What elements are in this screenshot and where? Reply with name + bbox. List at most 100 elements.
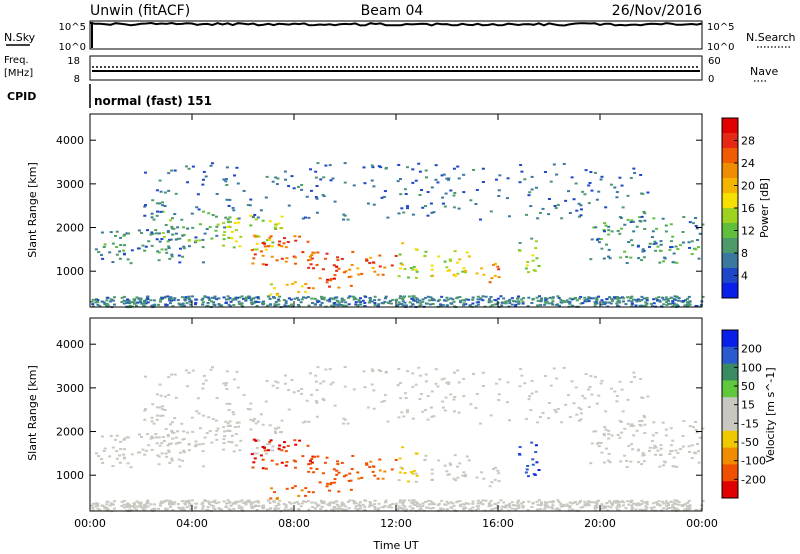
- power-cell: [642, 210, 646, 213]
- velocity-cell: [571, 509, 575, 512]
- power-cell: [321, 268, 325, 271]
- power-cell: [310, 301, 314, 304]
- power-cell: [322, 296, 326, 299]
- velocity-cell: [362, 509, 366, 512]
- velocity-cell: [109, 502, 113, 505]
- power-cell: [479, 297, 483, 300]
- power-cell: [660, 296, 664, 299]
- power-cell: [142, 302, 146, 305]
- velocity-cell: [238, 500, 242, 503]
- velocity-cell: [156, 454, 160, 457]
- power-cell: [125, 301, 129, 304]
- power-cell: [109, 298, 113, 301]
- power-cell: [328, 164, 332, 167]
- velocity-cell: [159, 502, 163, 505]
- power-cell: [426, 214, 430, 217]
- power-cell: [187, 245, 191, 248]
- power-cell: [377, 303, 381, 306]
- velocity-cell: [622, 501, 626, 504]
- power-cell: [444, 299, 448, 302]
- velocity-cell: [659, 447, 663, 450]
- velocity-cell: [142, 506, 146, 509]
- power-cell: [170, 227, 174, 230]
- velocity-cell: [204, 379, 208, 382]
- velocity-cell: [536, 421, 540, 424]
- power-cell: [581, 190, 585, 193]
- velocity-cell: [173, 417, 177, 420]
- velocity-cell: [278, 444, 282, 447]
- power-cell: [261, 263, 265, 266]
- nsearch-tick-top: 10^5: [707, 22, 734, 33]
- velocity-cell: [141, 448, 145, 451]
- power-cell: [253, 301, 257, 304]
- power-cell: [363, 182, 367, 185]
- velocity-cell: [379, 370, 383, 373]
- power-cell: [158, 202, 162, 205]
- power-cell: [665, 298, 669, 301]
- velocity-cell: [249, 402, 253, 405]
- velocity-cell: [597, 445, 601, 448]
- power-cell: [168, 296, 172, 299]
- velocity-cell: [123, 437, 127, 440]
- velocity-cell: [344, 505, 348, 508]
- power-cell: [278, 245, 282, 248]
- power-cell: [342, 218, 346, 221]
- power-cell: [653, 240, 657, 243]
- power-cell: [599, 238, 603, 241]
- velocity-cell: [259, 454, 263, 457]
- power-cell: [252, 297, 256, 300]
- velocity-cell: [187, 499, 191, 502]
- velocity-cell: [541, 411, 545, 414]
- power-cell: [171, 305, 175, 308]
- power-cell: [364, 295, 368, 298]
- velocity-cell: [662, 464, 666, 467]
- power-cell: [119, 244, 123, 247]
- power-cell: [431, 298, 435, 301]
- velocity-cell: [122, 503, 126, 506]
- velocity-cell: [570, 380, 574, 383]
- power-cell: [294, 239, 298, 242]
- power-cell: [162, 235, 166, 238]
- power-cell: [184, 297, 188, 300]
- power-cell: [669, 296, 673, 299]
- velocity-cell: [640, 419, 644, 422]
- velocity-cell: [443, 464, 447, 467]
- power-cell: [663, 257, 667, 260]
- velocity-cell: [525, 417, 529, 420]
- power-cell: [669, 246, 673, 249]
- power-cell: [621, 300, 625, 303]
- velocity-cell: [278, 449, 282, 452]
- power-cell: [259, 209, 263, 212]
- velocity-cell: [226, 429, 230, 432]
- velocity-cell: [535, 461, 539, 464]
- velocity-cell: [384, 370, 388, 373]
- velocity-cell: [652, 506, 656, 509]
- power-cell: [233, 222, 237, 225]
- power-cell: [221, 244, 225, 247]
- velocity-cell: [340, 504, 344, 507]
- velocity-cell: [551, 501, 555, 504]
- velocity-cell: [616, 499, 620, 502]
- velocity-cell: [514, 507, 518, 510]
- velocity-cell: [618, 501, 622, 504]
- velocity-cell: [100, 435, 104, 438]
- velocity-cell: [167, 393, 171, 396]
- power-cell: [442, 173, 446, 176]
- velocity-cell: [280, 419, 284, 422]
- power-cell: [674, 245, 678, 248]
- power-cell: [294, 256, 298, 259]
- velocity-cell: [621, 504, 625, 507]
- power-cell: [212, 301, 216, 304]
- velocity-cell: [228, 509, 232, 512]
- velocity-cell: [180, 500, 184, 503]
- velocity-cell: [462, 377, 466, 380]
- power-cell: [414, 248, 418, 251]
- power-cell: [444, 192, 448, 195]
- power-cell: [463, 271, 467, 274]
- velocity-cell: [441, 406, 445, 409]
- velocity-cell: [271, 449, 275, 452]
- power-cell: [584, 169, 588, 172]
- power-cell: [181, 255, 185, 258]
- power-cell: [328, 300, 332, 303]
- power-cell: [163, 191, 167, 194]
